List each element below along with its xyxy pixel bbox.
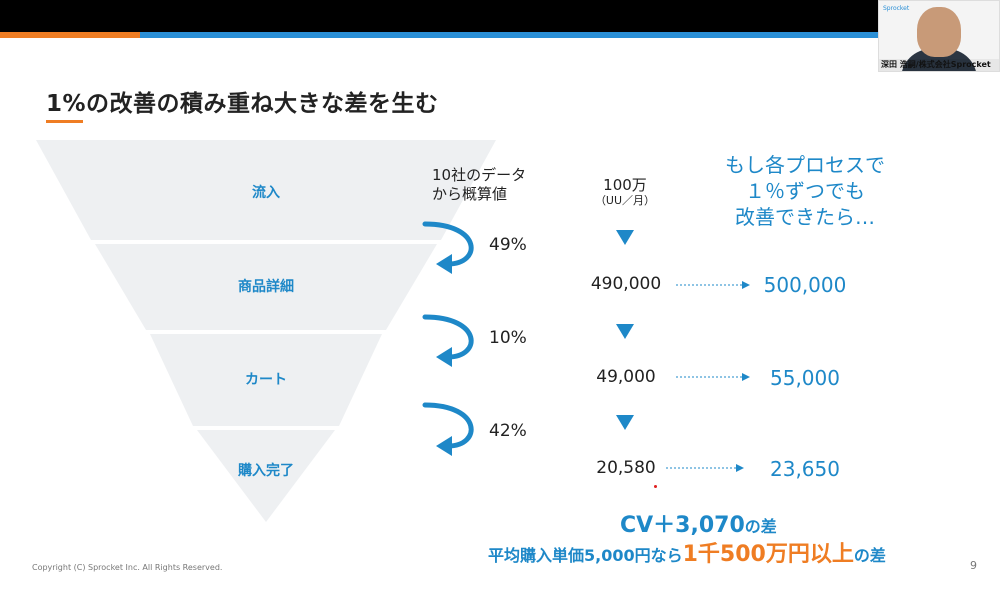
- cv-suffix-text: の差: [744, 517, 777, 536]
- accent-bar-orange: [0, 32, 140, 38]
- funnel-stage-2: [95, 244, 437, 330]
- improved-value: 55,000: [770, 366, 840, 390]
- unit-line-2: （UU／月）: [594, 194, 656, 207]
- participant-name: 深田 浩嗣/株式会社Sprocket: [879, 59, 999, 71]
- current-value: 490,000: [590, 274, 662, 294]
- revenue-suffix-text: の差: [853, 546, 886, 565]
- current-value: 20,580: [596, 458, 656, 478]
- funnel-label-inflow: 流入: [252, 185, 280, 201]
- improved-value: 500,000: [763, 273, 847, 297]
- unit-note: 100万 （UU／月）: [585, 176, 665, 208]
- down-triangle-icon: [616, 230, 634, 430]
- conversion-rate: 10%: [489, 328, 527, 348]
- title-underline: [46, 120, 83, 123]
- cv-difference: CV＋3,070の差: [620, 507, 777, 539]
- revenue-prefix-text: 平均購入単価5,000円なら: [488, 546, 683, 565]
- data-source-line-1: 10社のデータ: [432, 166, 527, 184]
- funnel-stage-3: [150, 334, 382, 426]
- funnel-stage-4: [197, 430, 335, 522]
- funnel-stage-1: [36, 140, 496, 240]
- unit-line-1: 100万: [603, 176, 647, 194]
- video-thumbnail[interactable]: Sprocket 深田 浩嗣/株式会社Sprocket: [878, 0, 1000, 72]
- participant-face: [917, 7, 961, 57]
- data-source-note: 10社のデータ から概算値: [432, 166, 526, 204]
- callout-line-2: １％ずつでも: [745, 179, 865, 203]
- improvement-callout: もし各プロセスで １％ずつでも 改善できたら…: [700, 152, 910, 230]
- curved-arrow-icon: [422, 221, 474, 449]
- callout-line-3: 改善できたら…: [735, 205, 875, 229]
- data-source-line-2: から概算値: [432, 185, 508, 203]
- sprocket-logo: Sprocket: [883, 5, 910, 12]
- copyright-footer: Copyright (C) Sprocket Inc. All Rights R…: [32, 563, 223, 572]
- cv-main-text: CV＋3,070: [620, 513, 745, 538]
- accent-bar-blue: [140, 32, 1000, 38]
- dotted-arrow-icon: [666, 284, 742, 469]
- slide-title: 1%の改善の積み重ね大きな差を生む: [46, 91, 439, 117]
- revenue-highlight-text: 1千500万円以上: [682, 542, 854, 567]
- slide-canvas: 1%の改善の積み重ね大きな差を生む: [0, 32, 1000, 595]
- improved-value: 23,650: [770, 457, 840, 481]
- conversion-rate: 49%: [489, 235, 527, 255]
- revenue-difference: 平均購入単価5,000円なら1千500万円以上の差: [488, 536, 886, 568]
- callout-line-1: もし各プロセスで: [725, 153, 885, 177]
- page-number: 9: [970, 559, 977, 572]
- red-dot-mark: [654, 485, 657, 488]
- current-value: 49,000: [596, 367, 656, 387]
- funnel-label-product-detail: 商品詳細: [238, 279, 294, 295]
- conversion-rate: 42%: [489, 421, 527, 441]
- funnel-diagram: [36, 140, 750, 522]
- funnel-label-purchase: 購入完了: [238, 463, 294, 479]
- participant-shirt: [901, 49, 977, 71]
- funnel-label-cart: カート: [245, 372, 287, 388]
- arrowhead-icon: [436, 254, 452, 456]
